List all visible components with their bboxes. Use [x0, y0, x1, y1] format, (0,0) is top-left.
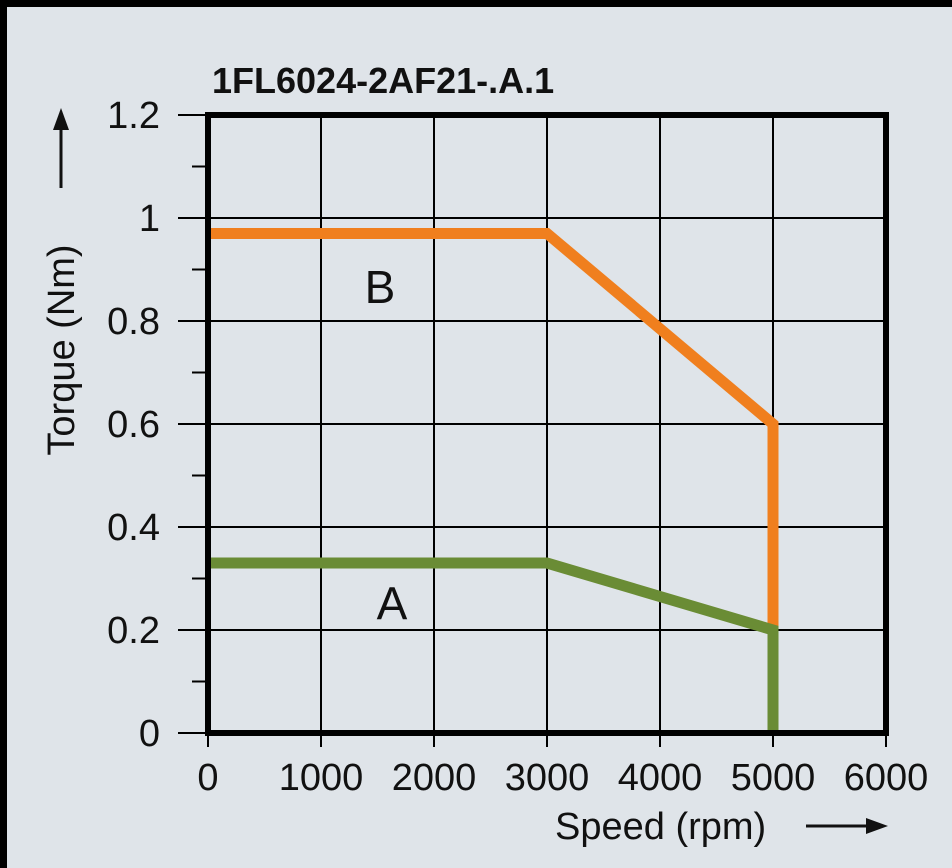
series-line-b: [208, 227, 779, 630]
y-tick-label: 0.8: [107, 301, 160, 343]
tick-labels: 0 0.2 0.4 0.6 0.8 1 1.2 0 1000 2000 3000 4000 5000 60…: [107, 95, 928, 799]
y-tick-label: 1.2: [107, 95, 160, 137]
x-axis-arrow-icon: [866, 818, 888, 834]
x-tick-label: 1000: [279, 757, 364, 799]
y-tick-label: 0.2: [107, 610, 160, 652]
y-tick-label: 0.6: [107, 404, 160, 446]
x-axis-label: Speed (rpm): [555, 806, 766, 848]
series-line-a: [208, 557, 779, 733]
plot-area-border: [205, 112, 889, 736]
x-tick-label: 4000: [618, 757, 703, 799]
grid: [208, 115, 886, 733]
x-tick-label: 6000: [844, 757, 929, 799]
chart-title: 1FL6024-2AF21-.A.1: [212, 60, 554, 101]
curve-label-a: A: [377, 578, 408, 630]
x-tick-label: 5000: [731, 757, 816, 799]
y-tick-label: 1: [139, 198, 160, 240]
y-axis-arrow-icon: [53, 108, 69, 130]
x-axis-title: Speed (rpm): [555, 806, 888, 848]
minor-ticks: [178, 114, 887, 747]
y-axis-title: Torque (Nm): [41, 108, 83, 456]
curve-label-b: B: [365, 261, 396, 313]
y-tick-label: 0: [139, 713, 160, 755]
curve-labels: BA: [365, 261, 408, 630]
x-tick-label: 2000: [392, 757, 477, 799]
y-axis-label: Torque (Nm): [41, 244, 83, 455]
x-tick-label: 3000: [505, 757, 590, 799]
series-layer: [208, 227, 779, 733]
y-tick-label: 0.4: [107, 507, 160, 549]
x-tick-label: 0: [197, 757, 218, 799]
